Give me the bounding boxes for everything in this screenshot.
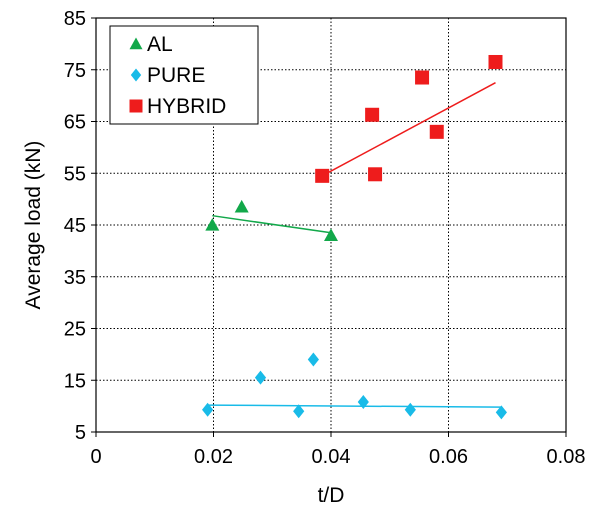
data-point-pure (357, 394, 369, 409)
y-tick-label: 85 (64, 8, 86, 30)
legend-marker-pure (130, 68, 142, 82)
x-tick-label: 0.06 (429, 446, 468, 468)
legend-marker-al (129, 37, 143, 50)
legend-label-al: AL (147, 33, 173, 56)
data-point-pure (254, 370, 267, 385)
data-point-al (205, 218, 220, 231)
x-tick-label: 0.04 (312, 446, 351, 468)
x-axis-ticks: 0 0.02 0.04 0.06 0.08 (90, 432, 585, 468)
data-point-pure (404, 402, 416, 417)
data-points (202, 54, 507, 420)
y-axis-ticks: 5 15 25 35 45 55 65 75 85 (64, 8, 96, 444)
trend-line-pure (207, 404, 502, 408)
trend-lines (207, 82, 502, 408)
x-axis-title: t/D (318, 484, 345, 507)
data-point-hybrid (415, 70, 430, 85)
data-point-al (324, 228, 338, 241)
y-tick-label: 55 (64, 163, 86, 185)
y-tick-label: 35 (64, 267, 86, 289)
x-tick-label: 0 (90, 446, 101, 468)
y-axis-title: Average load (kN) (22, 141, 45, 310)
legend-label-hybrid: HYBRID (147, 95, 226, 118)
y-tick-label: 75 (64, 60, 86, 82)
y-tick-label: 45 (64, 215, 86, 237)
legend-marker-hybrid (129, 99, 143, 113)
data-point-pure (202, 402, 214, 417)
y-tick-label: 65 (64, 112, 86, 134)
data-point-hybrid (368, 167, 383, 182)
x-tick-label: 0.08 (547, 446, 586, 468)
trend-line-hybrid (321, 82, 496, 177)
legend: AL PURE HYBRID (109, 25, 259, 125)
y-tick-label: 25 (64, 319, 86, 341)
data-point-al (234, 199, 249, 213)
y-tick-label: 15 (64, 370, 86, 392)
data-point-hybrid (365, 107, 380, 122)
data-point-hybrid (488, 54, 503, 69)
data-point-hybrid (315, 168, 330, 183)
data-point-hybrid (429, 124, 444, 139)
x-tick-label: 0.02 (194, 446, 233, 468)
legend-label-pure: PURE (147, 64, 205, 87)
trend-line-al (212, 214, 332, 234)
y-tick-label: 5 (75, 422, 86, 444)
data-point-pure (293, 404, 305, 419)
data-point-pure (495, 405, 507, 420)
data-point-pure (307, 352, 319, 367)
